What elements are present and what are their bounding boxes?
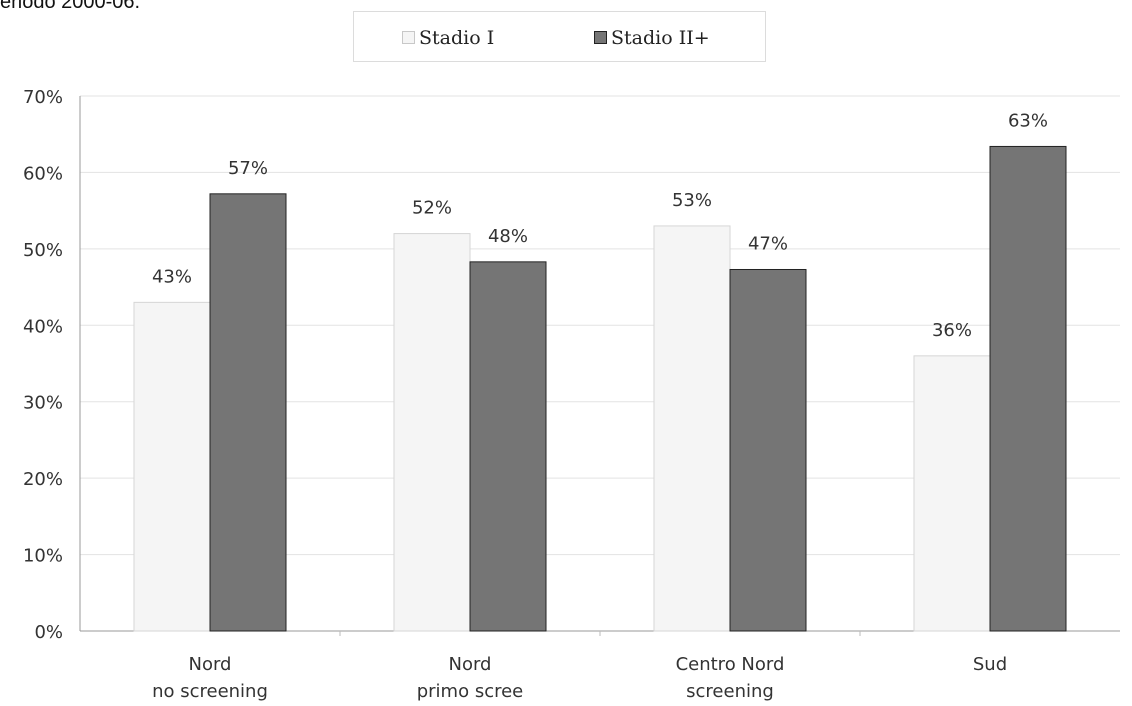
data-label: 47% bbox=[748, 233, 788, 254]
y-tick-label: 70% bbox=[23, 87, 63, 108]
x-tick-label: primo scree bbox=[417, 681, 524, 702]
caption-text: eriodo 2000-06. bbox=[0, 0, 141, 13]
bar-stadio-ii bbox=[469, 261, 547, 632]
data-label: 43% bbox=[152, 266, 192, 287]
y-tick-label: 60% bbox=[23, 163, 63, 184]
data-label: 48% bbox=[488, 226, 528, 247]
y-tick-label: 20% bbox=[23, 469, 63, 490]
y-tick-label: 30% bbox=[23, 393, 63, 414]
x-tick-label: Nord bbox=[449, 654, 492, 675]
legend-item-stadio-ii: Stadio II+ bbox=[594, 12, 710, 63]
bar-stadio-ii bbox=[729, 268, 807, 632]
data-label: 36% bbox=[932, 320, 972, 341]
bar-stadio-ii bbox=[989, 145, 1067, 632]
bar-stadio-i bbox=[133, 301, 211, 632]
y-tick-label: 50% bbox=[23, 240, 63, 261]
x-tick-label: no screening bbox=[152, 681, 268, 702]
x-tick-label: Centro Nord bbox=[676, 654, 785, 675]
bar-stadio-i bbox=[653, 225, 731, 632]
data-label: 63% bbox=[1008, 110, 1048, 131]
data-label: 57% bbox=[228, 158, 268, 179]
x-tick-label: Nord bbox=[189, 654, 232, 675]
x-tick-label: screening bbox=[686, 681, 774, 702]
legend-item-stadio-i: Stadio I bbox=[402, 12, 494, 63]
legend-swatch-stadio-i bbox=[402, 31, 415, 44]
data-label: 52% bbox=[412, 198, 452, 219]
y-tick-label: 0% bbox=[34, 622, 63, 643]
y-tick-label: 40% bbox=[23, 316, 63, 337]
y-tick-label: 10% bbox=[23, 546, 63, 567]
legend: Stadio I Stadio II+ bbox=[353, 11, 766, 62]
data-label: 53% bbox=[672, 190, 712, 211]
bar-stadio-ii bbox=[209, 193, 287, 632]
legend-swatch-stadio-ii bbox=[594, 31, 607, 44]
bar-stadio-i bbox=[913, 355, 991, 632]
legend-label-stadio-i: Stadio I bbox=[419, 26, 495, 49]
x-tick-label: Sud bbox=[973, 654, 1007, 675]
bar-stadio-i bbox=[393, 233, 471, 632]
legend-label-stadio-ii: Stadio II+ bbox=[611, 26, 710, 49]
